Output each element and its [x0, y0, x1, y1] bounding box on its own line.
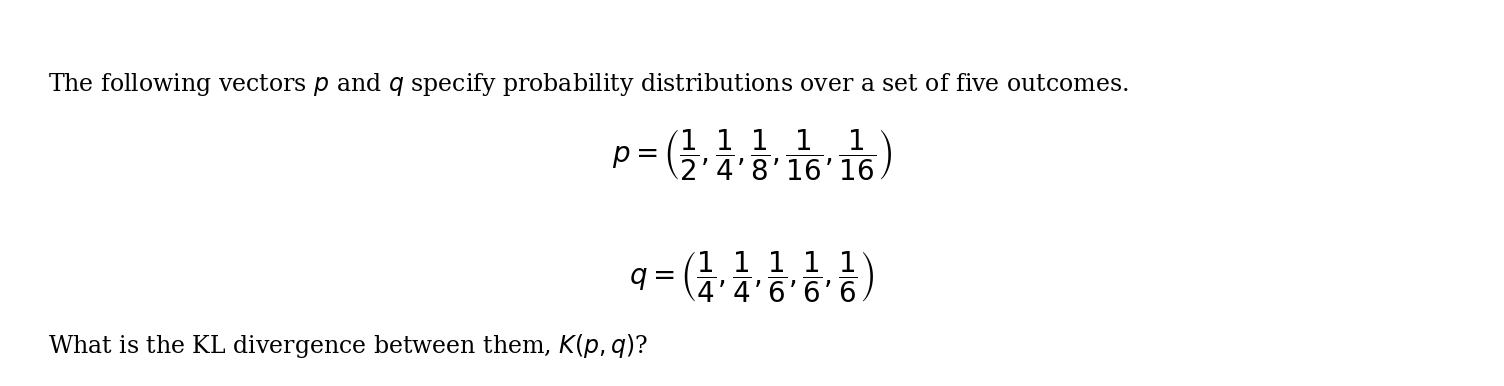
Text: $q = \left(\dfrac{1}{4}, \dfrac{1}{4}, \dfrac{1}{6}, \dfrac{1}{6}, \dfrac{1}{6}\: $q = \left(\dfrac{1}{4}, \dfrac{1}{4}, \… — [629, 249, 875, 304]
Text: The following vectors $p$ and $q$ specify probability distributions over a set o: The following vectors $p$ and $q$ specif… — [48, 71, 1128, 98]
Text: $p = \left(\dfrac{1}{2}, \dfrac{1}{4}, \dfrac{1}{8}, \dfrac{1}{16}, \dfrac{1}{16: $p = \left(\dfrac{1}{2}, \dfrac{1}{4}, \… — [612, 127, 892, 183]
Text: What is the KL divergence between them, $K(p, q)$?: What is the KL divergence between them, … — [48, 332, 648, 361]
